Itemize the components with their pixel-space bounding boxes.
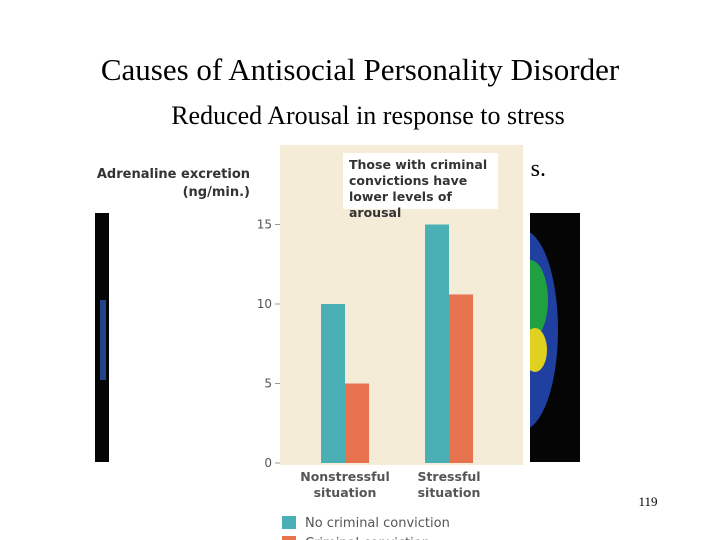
brain-image-left-blob (100, 300, 106, 380)
y-label-box (92, 160, 252, 210)
legend-swatch (282, 536, 296, 540)
slide-subtitle: Reduced Arousal in response to stress (171, 101, 565, 130)
legend-label: Criminal conviction (305, 536, 430, 540)
bar (321, 304, 345, 463)
legend-swatch (282, 516, 296, 529)
legend-label: No criminal conviction (305, 516, 450, 531)
x-tick-label: Nonstressful situation (300, 469, 390, 500)
y-tick-label: 5 (264, 377, 272, 391)
bar (345, 383, 369, 463)
y-tick-label: 15 (257, 218, 272, 232)
slide-title: Causes of Antisocial Personality Disorde… (101, 52, 620, 87)
bar (449, 294, 473, 463)
bar (425, 224, 449, 463)
annotation-box (343, 153, 498, 209)
page-number: 119 (638, 494, 657, 509)
y-tick-label: 10 (257, 297, 272, 311)
y-axis-label: Adrenaline excretion (ng/min.) (96, 167, 250, 200)
y-tick-label: 0 (264, 456, 272, 470)
annotation: Those with criminal convictions have low… (349, 157, 488, 220)
x-tick-label: Stressful situation (417, 469, 481, 500)
